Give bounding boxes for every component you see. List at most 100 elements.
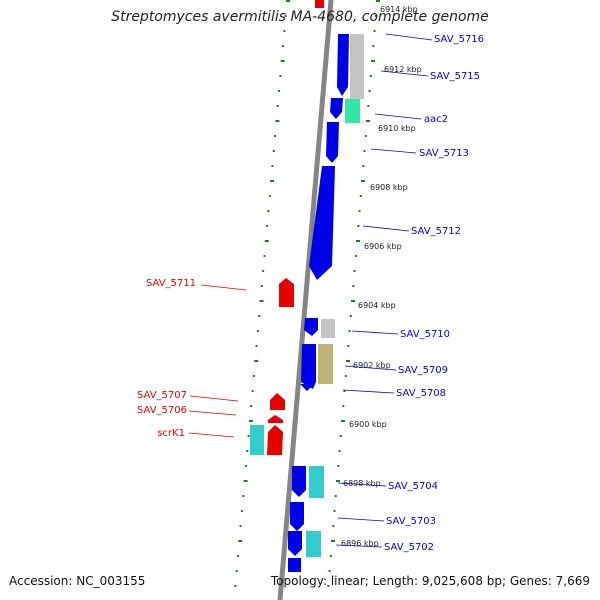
gene-arrow-sav5708 <box>300 384 314 391</box>
guide-tick <box>242 495 245 497</box>
gene-label[interactable]: aac2 <box>424 114 448 125</box>
guide-tick <box>357 225 360 227</box>
guide-tick <box>268 195 271 197</box>
guide-tick <box>248 420 253 422</box>
gene-label[interactable]: SAV_5713 <box>419 148 469 159</box>
guide-tick <box>356 240 360 242</box>
guide-tick <box>279 75 282 77</box>
guide-tick <box>275 120 280 122</box>
forward-strand-genes <box>288 34 349 572</box>
guide-tick <box>342 405 345 407</box>
guide-tick <box>349 315 352 317</box>
guide-tick <box>359 195 362 197</box>
gene-arrow-sav5712 <box>309 166 335 280</box>
guide-tick <box>352 285 355 287</box>
guide-tick <box>235 570 238 572</box>
guide-tick <box>282 45 284 47</box>
guide-tick <box>354 255 357 257</box>
guide-tick <box>373 30 376 32</box>
guide-tick <box>346 360 350 362</box>
green-feature-aac2 <box>345 99 360 123</box>
guide-tick <box>260 285 263 287</box>
guide-tick <box>376 0 380 2</box>
gene-arrow-sav5710 <box>304 318 318 336</box>
gene-label[interactable]: SAV_5708 <box>396 388 446 399</box>
guide-tick <box>374 15 377 17</box>
gene-label[interactable]: scrK1 <box>157 428 185 439</box>
left-gene-label-text: SAV_5711 SAV_5707 SAV_5706 scrK1 <box>137 278 196 439</box>
gene-arrow-sav5716 <box>337 34 349 96</box>
guide-tick <box>363 150 366 152</box>
guide-tick <box>368 90 371 92</box>
gene-label[interactable]: SAV_5704 <box>388 481 438 492</box>
guide-tick <box>274 135 277 137</box>
kbp-label: 6906 kbp <box>364 242 402 251</box>
left-gene-labels <box>188 284 247 438</box>
guide-tick <box>256 330 259 332</box>
guide-tick <box>362 165 365 167</box>
genome-backbone <box>277 0 334 600</box>
guide-tick <box>367 105 370 107</box>
gene-label[interactable]: SAV_5710 <box>400 329 450 340</box>
guide-tick <box>366 120 370 122</box>
kbp-label: 6904 kbp <box>358 301 396 310</box>
cyan-feature-sav5702 <box>306 531 321 557</box>
cyan-feature-scrk1 <box>250 425 264 455</box>
kbp-label: 6896 kbp <box>341 539 379 548</box>
guide-tick <box>244 465 247 467</box>
guide-tick <box>343 390 346 392</box>
topology-summary: Topology: linear; Length: 9,025,608 bp; … <box>270 574 590 588</box>
guide-tick <box>270 180 275 182</box>
gene-arrow-scrk1 <box>267 425 283 455</box>
guide-tick <box>333 510 336 512</box>
guide-tick <box>255 345 258 347</box>
guide-tick <box>267 210 270 212</box>
gene-label[interactable]: SAV_5703 <box>386 516 436 527</box>
guide-tick <box>250 405 253 407</box>
gene-arrow-sav5706 <box>268 415 283 423</box>
guide-tick <box>240 510 243 512</box>
right-gene-label-text: SAV_5716 SAV_5715 aac2 SAV_5713 SAV_5712… <box>384 34 484 553</box>
gene-label[interactable]: SAV_5711 <box>146 278 196 289</box>
guide-tick <box>347 345 350 347</box>
gene-label[interactable]: SAV_5712 <box>411 226 461 237</box>
gene-label[interactable]: SAV_5707 <box>137 390 187 401</box>
guide-tick <box>331 540 335 542</box>
grey-feature-sav5716 <box>350 34 364 99</box>
grey-feature-sav5710 <box>321 319 335 338</box>
khaki-feature-sav5709 <box>318 344 333 384</box>
guide-tick <box>237 555 239 557</box>
guide-tick <box>371 60 375 62</box>
guide-tick <box>246 450 249 452</box>
guide-tick <box>272 150 275 152</box>
kbp-scale: 6914 kbp 6912 kbp 6910 kbp 6908 kbp 6906… <box>341 5 422 548</box>
gene-label[interactable]: SAV_5715 <box>430 71 480 82</box>
gene-arrow-bottom-partial <box>288 558 301 572</box>
gene-label[interactable]: SAV_5706 <box>137 405 187 416</box>
guide-tick <box>243 480 248 482</box>
map-title: Streptomyces avermitilis MA-4680, comple… <box>111 9 489 25</box>
gene-arrow-sav5702 <box>288 531 302 556</box>
guide-tick <box>263 255 266 257</box>
gene-label[interactable]: SAV_5709 <box>398 365 448 376</box>
guide-tick <box>353 270 356 272</box>
guide-tick <box>358 210 361 212</box>
guide-tick <box>327 585 330 587</box>
gene-arrow-sav5703 <box>290 502 304 531</box>
guide-tick <box>339 435 342 437</box>
right-gene-labels <box>335 33 433 548</box>
gene-label[interactable]: SAV_5702 <box>384 542 434 553</box>
kbp-label: 6900 kbp <box>349 420 387 429</box>
kbp-label: 6898 kbp <box>343 479 381 488</box>
guide-tick <box>238 540 243 542</box>
guide-tick <box>341 420 345 422</box>
accession-label: Accession: NC_003155 <box>9 574 146 588</box>
guide-lines <box>234 0 380 587</box>
guide-tick <box>239 525 242 527</box>
kbp-label: 6910 kbp <box>378 124 416 133</box>
gene-feature-top-partial <box>315 0 324 8</box>
kbp-label: 6908 kbp <box>370 183 408 192</box>
gene-arrow-sav5711 <box>279 278 294 307</box>
gene-label[interactable]: SAV_5716 <box>434 34 484 45</box>
guide-tick <box>276 105 279 107</box>
